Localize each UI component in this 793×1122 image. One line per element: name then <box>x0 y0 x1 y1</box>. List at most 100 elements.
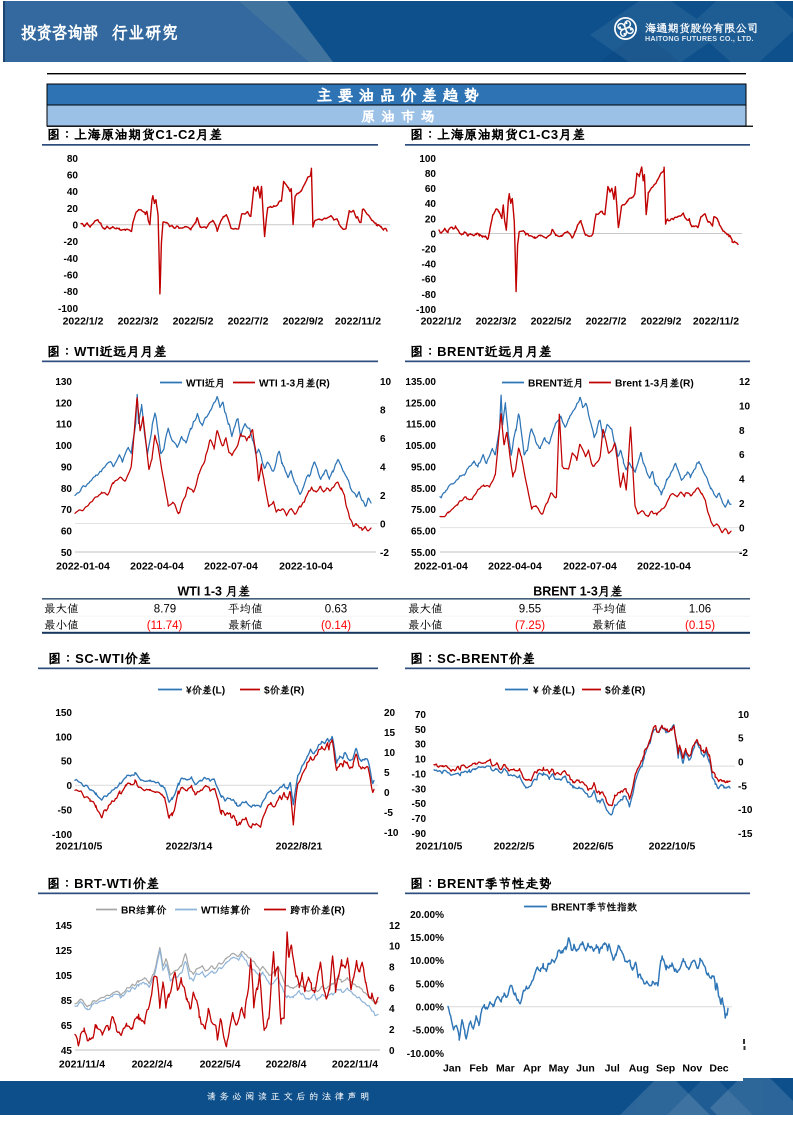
svg-text:Jul: Jul <box>605 1062 620 1074</box>
svg-text:2022-04-04: 2022-04-04 <box>130 560 184 572</box>
svg-text:50: 50 <box>61 757 73 768</box>
svg-text:Jun: Jun <box>576 1062 595 1074</box>
svg-text:WTI 1-3: WTI 1-3 <box>178 585 222 599</box>
svg-text:-50: -50 <box>412 799 427 810</box>
svg-text:20.00%: 20.00% <box>410 910 444 921</box>
svg-text:-50: -50 <box>58 806 73 817</box>
svg-text:(0.14): (0.14) <box>321 620 351 632</box>
svg-text:(R): (R) <box>331 906 345 917</box>
svg-text:150: 150 <box>55 708 72 719</box>
svg-text:-70: -70 <box>412 814 427 825</box>
svg-text:-2: -2 <box>380 548 389 559</box>
svg-text:2022/5/2: 2022/5/2 <box>531 315 572 327</box>
svg-text:120: 120 <box>55 398 72 409</box>
svg-text:(R): (R) <box>680 379 694 390</box>
svg-text:8: 8 <box>389 963 395 974</box>
svg-text:Aug: Aug <box>629 1062 649 1074</box>
svg-text:10: 10 <box>389 942 401 953</box>
svg-text:2022-04-04: 2022-04-04 <box>488 560 542 572</box>
svg-text:WTI: WTI <box>74 344 99 359</box>
svg-text:0: 0 <box>739 524 745 535</box>
svg-text:0: 0 <box>380 519 386 530</box>
svg-text:2022/2/5: 2022/2/5 <box>494 840 535 852</box>
svg-text:100: 100 <box>55 441 72 452</box>
svg-text:2022-10-04: 2022-10-04 <box>279 560 333 572</box>
svg-text:145: 145 <box>55 921 72 932</box>
svg-text:4: 4 <box>739 475 745 486</box>
svg-text:0: 0 <box>72 221 78 232</box>
svg-text:10: 10 <box>738 710 750 721</box>
svg-text:6: 6 <box>739 450 745 461</box>
svg-text:70: 70 <box>61 505 73 516</box>
svg-text:0: 0 <box>389 1046 395 1057</box>
svg-text:-5: -5 <box>738 781 747 792</box>
svg-text:95.00: 95.00 <box>411 462 436 473</box>
svg-text:75.00: 75.00 <box>411 505 436 516</box>
svg-text:45: 45 <box>61 1046 73 1057</box>
svg-text:0.63: 0.63 <box>325 604 347 616</box>
svg-text:2022/2/4: 2022/2/4 <box>132 1058 173 1070</box>
svg-text:BRENT: BRENT <box>528 379 564 390</box>
svg-text:BRT-WTI: BRT-WTI <box>74 876 132 891</box>
svg-text:¥: ¥ <box>186 686 192 697</box>
svg-text:10: 10 <box>739 401 751 412</box>
svg-text:-80: -80 <box>64 287 79 298</box>
svg-text:115.00: 115.00 <box>406 420 436 431</box>
svg-text:55.00: 55.00 <box>411 548 436 559</box>
svg-text:125.00: 125.00 <box>405 398 436 409</box>
svg-text:C1-C2: C1-C2 <box>155 127 195 142</box>
svg-text:65: 65 <box>61 1021 73 1032</box>
svg-text:2022-10-04: 2022-10-04 <box>637 560 691 572</box>
svg-text:2022/11/2: 2022/11/2 <box>693 315 739 327</box>
svg-text:5: 5 <box>738 734 744 745</box>
svg-text:2022/3/2: 2022/3/2 <box>476 315 517 327</box>
svg-text:50: 50 <box>415 725 427 736</box>
svg-text:2022/7/2: 2022/7/2 <box>586 315 627 327</box>
svg-text:2022/3/14: 2022/3/14 <box>166 840 213 852</box>
svg-text:80: 80 <box>61 484 73 495</box>
svg-text:BRENT: BRENT <box>437 344 485 359</box>
svg-text:2022-01-04: 2022-01-04 <box>414 560 468 572</box>
svg-text:SC-WTI: SC-WTI <box>75 651 125 666</box>
svg-text:9.55: 9.55 <box>519 604 541 616</box>
svg-text:WTI: WTI <box>186 379 205 390</box>
svg-text:2021/11/4: 2021/11/4 <box>59 1058 105 1070</box>
svg-text:4: 4 <box>389 1004 395 1015</box>
svg-text:105.00: 105.00 <box>405 441 436 452</box>
svg-text:5: 5 <box>384 768 390 779</box>
svg-text:Brent 1-3: Brent 1-3 <box>615 379 659 390</box>
svg-text:20: 20 <box>384 708 396 719</box>
svg-text:60: 60 <box>67 171 79 182</box>
svg-text:60: 60 <box>61 527 73 538</box>
svg-text:-20: -20 <box>64 237 79 248</box>
svg-text:2: 2 <box>739 499 745 510</box>
svg-text:2022/11/4: 2022/11/4 <box>332 1058 378 1070</box>
svg-text:C1-C3: C1-C3 <box>518 127 558 142</box>
svg-text:10: 10 <box>415 755 427 766</box>
svg-text:2022/1/2: 2022/1/2 <box>63 315 104 327</box>
svg-text:-60: -60 <box>64 271 79 282</box>
svg-text:2022/9/2: 2022/9/2 <box>641 315 682 327</box>
svg-text:-15: -15 <box>738 829 753 840</box>
svg-text:60: 60 <box>425 184 437 195</box>
svg-text:-90: -90 <box>412 829 427 840</box>
svg-text:SC-BRENT: SC-BRENT <box>437 651 509 666</box>
svg-text:2022/8/21: 2022/8/21 <box>276 840 323 852</box>
svg-text:80: 80 <box>425 169 437 180</box>
svg-text:80: 80 <box>67 154 79 165</box>
svg-text:2021/10/5: 2021/10/5 <box>416 840 463 852</box>
svg-text:2022/8/4: 2022/8/4 <box>266 1058 307 1070</box>
svg-text:4: 4 <box>380 462 386 473</box>
svg-text:BRENT: BRENT <box>551 903 587 914</box>
svg-text:¥: ¥ <box>533 686 539 697</box>
svg-text:(R): (R) <box>290 686 304 697</box>
svg-text:6: 6 <box>389 983 395 994</box>
svg-text:-5.00%: -5.00% <box>412 1026 444 1037</box>
svg-text:0: 0 <box>66 781 72 792</box>
svg-text:2022/3/2: 2022/3/2 <box>118 315 159 327</box>
svg-text:2021/10/5: 2021/10/5 <box>56 840 103 852</box>
svg-text:2022/1/2: 2022/1/2 <box>421 315 462 327</box>
svg-text:-80: -80 <box>422 290 437 301</box>
svg-text:(R): (R) <box>316 379 330 390</box>
svg-text:-20: -20 <box>422 245 437 256</box>
